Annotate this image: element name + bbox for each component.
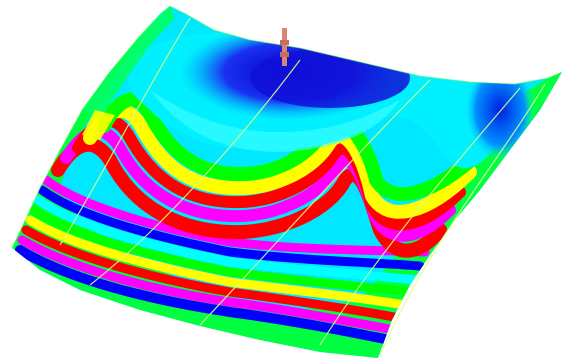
marker-notch bbox=[280, 52, 289, 57]
surface-top-edge bbox=[11, 5, 563, 249]
seam-lines bbox=[59, 17, 546, 356]
seam-line bbox=[59, 17, 191, 246]
cyan-highlight-band bbox=[150, 90, 400, 152]
blue-right-spot bbox=[465, 60, 535, 160]
marker-notch bbox=[280, 40, 289, 45]
yellow-left-edge bbox=[82, 110, 115, 140]
fringe-bands bbox=[15, 92, 489, 345]
seam-line bbox=[199, 79, 431, 326]
probe-marker-icon bbox=[280, 28, 289, 66]
seam-line bbox=[379, 83, 546, 356]
seam-line bbox=[319, 87, 521, 346]
marker-stem bbox=[282, 28, 287, 66]
blue-peak-core bbox=[250, 48, 410, 108]
fringe-band-green-outer bbox=[12, 6, 562, 358]
seam-line bbox=[89, 59, 301, 286]
green-left-edge bbox=[82, 6, 175, 120]
